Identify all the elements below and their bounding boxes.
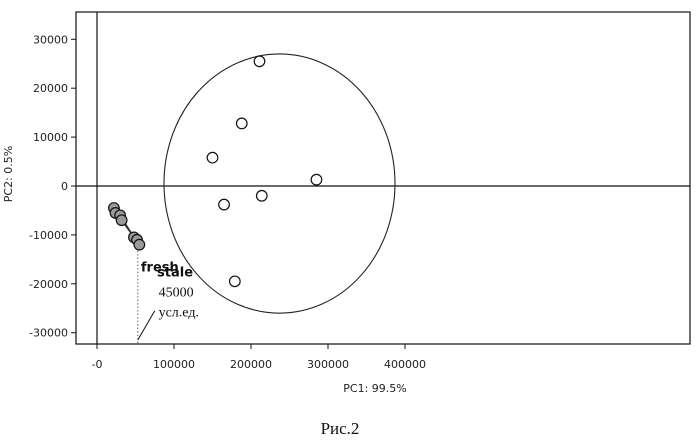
fresh-point [134,239,145,250]
stale-point [311,174,322,185]
y-tick-label: 10000 [33,131,68,144]
y-tick-label: 20000 [33,82,68,95]
stale-point [256,190,267,201]
y-tick-label: -20000 [29,278,68,291]
stale-point [230,276,241,287]
x-tick-label: -0 [92,358,103,371]
stale-point [207,152,218,163]
plot-layer: -0100000200000300000400000-30000-20000-1… [2,12,690,395]
confidence-ellipse [164,54,395,313]
annotation-value: 45000 [159,285,194,300]
x-tick-label: 400000 [384,358,426,371]
fresh-point [116,215,127,226]
stale-label: stale [157,266,193,281]
stale-point [254,56,265,67]
x-axis-title: PC1: 99.5% [343,382,406,395]
y-tick-label: 30000 [33,33,68,46]
x-tick-label: 300000 [307,358,349,371]
y-tick-label: -10000 [29,229,68,242]
y-tick-label: 0 [61,180,68,193]
stale-point [236,118,247,129]
y-axis-title: PC2: 0.5% [2,146,15,202]
annotation-leader-line [138,311,155,340]
x-tick-label: 200000 [230,358,272,371]
y-tick-label: -30000 [29,327,68,340]
figure-caption: Рис.2 [321,419,360,438]
stale-point [219,199,230,210]
annotation-unit: усл.ед. [159,305,199,320]
x-tick-label: 100000 [153,358,195,371]
